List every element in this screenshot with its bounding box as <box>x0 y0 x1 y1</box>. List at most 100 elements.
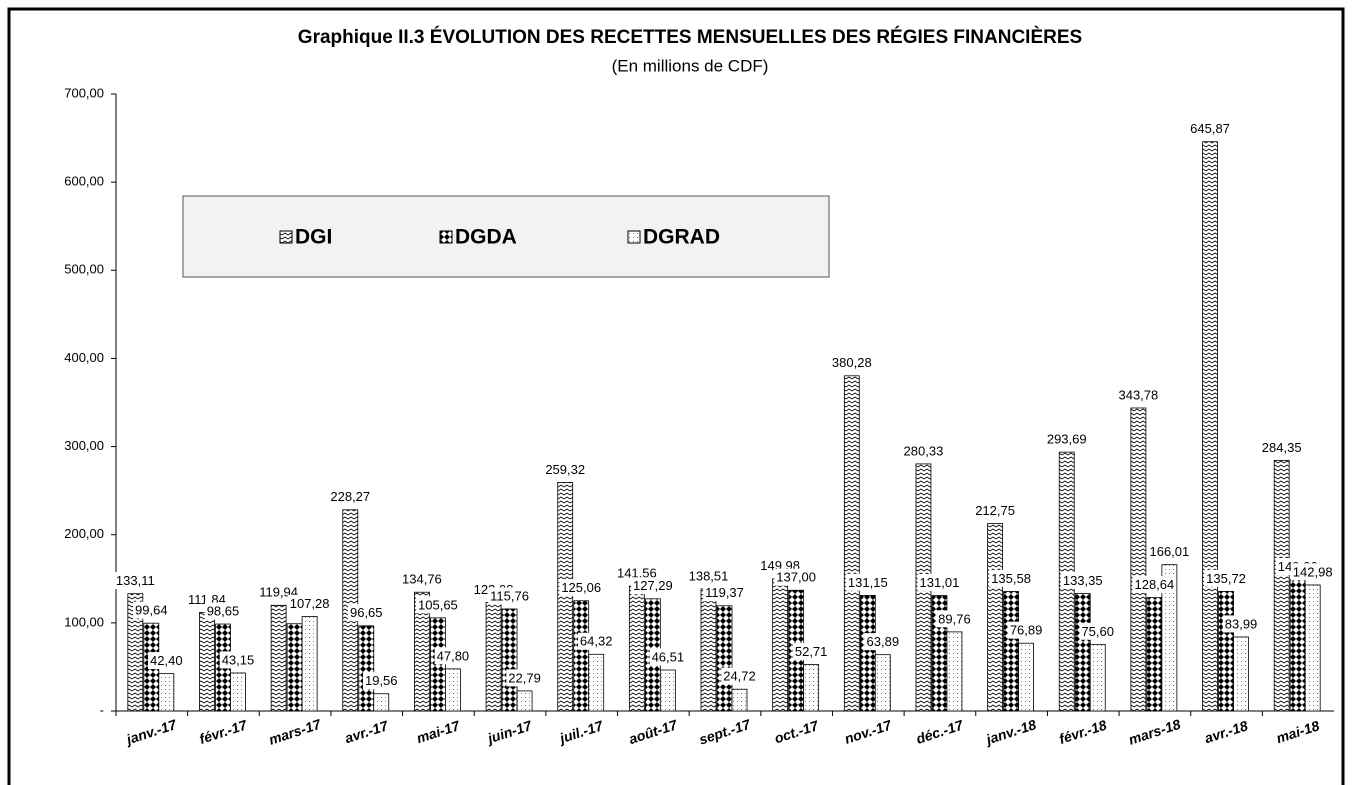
data-label: 380,28 <box>832 355 872 370</box>
data-label-bg <box>1044 430 1089 448</box>
data-label: 99,64 <box>135 603 168 618</box>
data-label-bg <box>362 672 400 690</box>
data-label: 98,65 <box>207 603 240 618</box>
bar <box>557 482 574 712</box>
bar <box>1018 642 1034 712</box>
data-label: 138,51 <box>689 568 729 583</box>
bar <box>199 612 215 712</box>
data-label-bg <box>506 669 543 687</box>
data-label-bg <box>133 601 170 619</box>
legend-label: DGDA <box>455 226 517 249</box>
bar <box>1161 564 1178 712</box>
data-label: 166,01 <box>1149 544 1189 559</box>
bar <box>516 690 533 712</box>
data-label-bg <box>1259 438 1304 456</box>
y-tick-label: 200,00 <box>64 526 104 541</box>
data-label-bg <box>148 652 185 670</box>
legend-label: DGI <box>295 226 332 249</box>
bar <box>358 625 375 712</box>
data-label-bg <box>400 570 444 588</box>
bar <box>1289 579 1306 712</box>
data-label: 293,69 <box>1047 432 1087 447</box>
data-label-bg <box>416 596 460 614</box>
bar <box>573 600 590 712</box>
bar <box>286 623 303 712</box>
y-tick-label: - <box>100 702 104 717</box>
data-label-bg <box>577 632 615 650</box>
data-label: 63,89 <box>867 634 900 649</box>
y-tick-label: 600,00 <box>64 174 104 189</box>
legend-swatch <box>439 230 453 244</box>
chart-title: Graphique II.3 ÉVOLUTION DES RECETTES ME… <box>298 26 1082 48</box>
data-label: 42,40 <box>150 653 183 668</box>
data-label: 19,56 <box>365 673 398 688</box>
data-label: 22,79 <box>508 670 541 685</box>
data-label-bg <box>287 594 332 612</box>
bar <box>588 653 605 712</box>
bar <box>127 593 144 712</box>
data-label: 105,65 <box>418 597 458 612</box>
data-label-bg <box>792 642 830 660</box>
data-label-bg <box>347 604 385 622</box>
y-tick-label: 100,00 <box>64 614 104 629</box>
data-label: 43,15 <box>222 652 255 667</box>
data-label: 284,35 <box>1262 440 1302 455</box>
data-label: 142,98 <box>1293 564 1333 579</box>
data-label: 131,15 <box>848 575 888 590</box>
data-label: 133,35 <box>1063 573 1103 588</box>
data-label: 645,87 <box>1190 121 1230 136</box>
bar <box>859 595 876 712</box>
bar <box>700 588 717 712</box>
data-label: 259,32 <box>545 462 585 477</box>
data-label-bg <box>989 569 1033 587</box>
bar <box>1233 636 1249 712</box>
data-label-bg <box>845 573 890 591</box>
data-label-bg <box>829 354 874 372</box>
bar <box>1089 643 1106 712</box>
data-label-bg <box>774 568 819 586</box>
data-label: 46,51 <box>652 649 685 664</box>
bar <box>1130 407 1147 712</box>
bar <box>987 523 1003 712</box>
data-label: 128,64 <box>1134 577 1174 592</box>
data-label: 135,72 <box>1206 571 1246 586</box>
bar <box>628 585 645 712</box>
y-tick-label: 500,00 <box>64 262 104 277</box>
data-label-bg <box>434 647 472 665</box>
data-label: 47,80 <box>437 648 470 663</box>
data-label: 52,71 <box>795 644 828 659</box>
data-label: 24,72 <box>723 669 756 684</box>
data-label-bg <box>488 587 531 605</box>
data-label-bg <box>328 488 373 506</box>
bar <box>1304 584 1321 712</box>
data-label-bg <box>1007 621 1045 639</box>
bar <box>874 654 891 712</box>
data-label: 89,76 <box>938 611 971 626</box>
y-tick-label: 700,00 <box>64 85 104 100</box>
data-label: 119,37 <box>705 585 744 600</box>
data-label: 115,76 <box>490 588 529 603</box>
bar <box>270 604 287 712</box>
bar <box>301 616 318 712</box>
bar <box>716 605 733 712</box>
bar <box>1003 591 1019 712</box>
data-label-bg <box>1188 120 1232 138</box>
bar <box>803 664 820 712</box>
bar <box>772 578 789 712</box>
data-label-bg <box>113 572 157 590</box>
data-label: 137,00 <box>776 570 816 585</box>
bar <box>946 631 963 712</box>
data-label: 64,32 <box>580 634 613 649</box>
data-label: 134,76 <box>402 572 442 587</box>
data-label: 125,06 <box>561 580 601 595</box>
bar <box>230 672 246 712</box>
data-label: 131,01 <box>920 575 960 590</box>
data-label: 133,11 <box>116 573 155 588</box>
bar <box>373 693 390 712</box>
chart-subtitle: (En millions de CDF) <box>612 56 769 75</box>
bar <box>843 375 860 712</box>
data-label-bg <box>559 579 604 597</box>
legend-label: DGRAD <box>643 226 720 249</box>
data-label-bg <box>1132 576 1177 594</box>
